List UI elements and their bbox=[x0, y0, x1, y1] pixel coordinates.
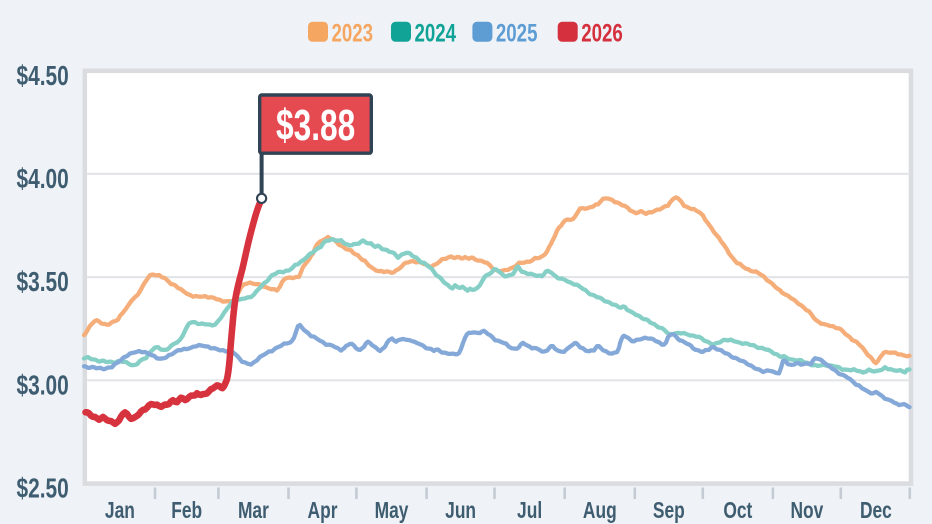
svg-text:2024: 2024 bbox=[415, 19, 457, 47]
svg-text:Jul: Jul bbox=[517, 498, 542, 524]
svg-text:Mar: Mar bbox=[238, 498, 269, 524]
svg-text:Oct: Oct bbox=[723, 498, 752, 524]
svg-text:Apr: Apr bbox=[308, 498, 338, 524]
svg-text:Jun: Jun bbox=[445, 498, 476, 524]
svg-text:Jan: Jan bbox=[105, 498, 135, 524]
svg-text:$3.50: $3.50 bbox=[17, 267, 69, 297]
svg-text:2023: 2023 bbox=[332, 19, 374, 47]
svg-text:$4.00: $4.00 bbox=[17, 164, 69, 194]
svg-text:2025: 2025 bbox=[496, 19, 538, 47]
svg-text:Aug: Aug bbox=[583, 498, 617, 524]
svg-text:$2.50: $2.50 bbox=[17, 474, 69, 504]
svg-text:Feb: Feb bbox=[171, 498, 202, 524]
svg-text:Sep: Sep bbox=[653, 498, 685, 524]
svg-text:2026: 2026 bbox=[581, 19, 623, 47]
svg-text:$4.50: $4.50 bbox=[17, 61, 69, 91]
svg-text:Nov: Nov bbox=[790, 498, 823, 524]
svg-text:May: May bbox=[375, 498, 409, 524]
svg-text:$3.00: $3.00 bbox=[17, 371, 69, 401]
svg-text:$3.88: $3.88 bbox=[276, 101, 355, 150]
svg-text:Dec: Dec bbox=[860, 498, 892, 524]
